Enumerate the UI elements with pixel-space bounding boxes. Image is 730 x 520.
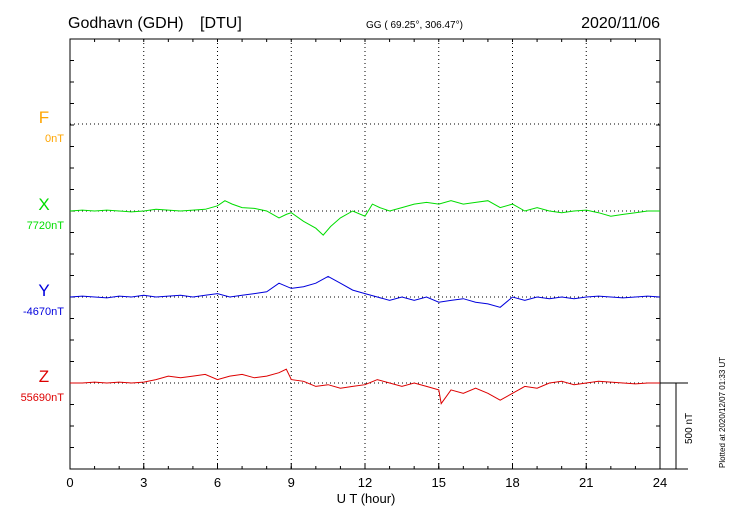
series-line-x — [69, 200, 660, 236]
scale-bar — [660, 382, 688, 470]
series-line-z — [70, 368, 660, 405]
series-layer: F 0nT X 7720nT Y -4670nT Z 55690nT — [21, 108, 661, 405]
x-tick-label: 18 — [505, 475, 519, 490]
x-tick-label: 0 — [66, 475, 73, 490]
x-tick-label: 24 — [653, 475, 667, 490]
x-tick-label: 6 — [214, 475, 221, 490]
series-name-z: Z — [39, 367, 49, 386]
coordinates-label: GG ( 69.25°, 306.47°) — [366, 20, 463, 31]
series-name-f: F — [39, 108, 49, 127]
x-axis-ticks: 0 3 6 9 12 15 18 21 24 — [66, 38, 667, 490]
x-tick-label: 12 — [358, 475, 372, 490]
x-tick-label: 9 — [288, 475, 295, 490]
station-title: Godhavn (GDH) — [68, 15, 184, 32]
series-baseline-f: 0nT — [45, 133, 64, 145]
plotted-at-note: Plotted at 2020/12/07 01:33 UT — [718, 357, 727, 468]
x-tick-label: 15 — [432, 475, 446, 490]
scale-bar-label: 500 nT — [684, 413, 695, 444]
source-label: [DTU] — [200, 15, 242, 32]
x-axis-label: U T (hour) — [337, 491, 396, 506]
date-label: 2020/11/06 — [581, 15, 660, 32]
series-baseline-z: 55690nT — [21, 392, 65, 404]
series-name-x: X — [38, 195, 49, 214]
series-name-y: Y — [38, 281, 49, 300]
x-tick-label: 21 — [579, 475, 593, 490]
series-line-y — [69, 275, 661, 308]
grid-lines — [70, 39, 660, 469]
series-baseline-x: 7720nT — [27, 220, 65, 232]
x-tick-label: 3 — [140, 475, 147, 490]
series-baseline-y: -4670nT — [23, 306, 64, 318]
